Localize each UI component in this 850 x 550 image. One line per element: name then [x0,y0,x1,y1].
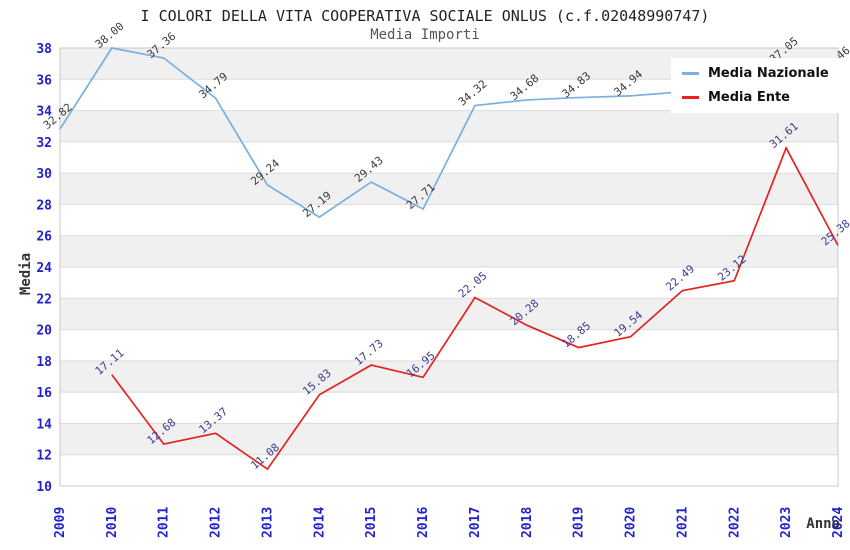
x-tick-label: 2019 [572,507,587,538]
grid-band [60,360,838,393]
band-layer [60,48,838,455]
y-tick-label: 32 [36,136,52,151]
y-tick-label: 34 [36,105,52,120]
line-swatch-icon [682,72,699,75]
y-tick-label: 20 [36,324,52,339]
series-line-media-ente [111,145,839,471]
y-tick-label: 30 [36,167,52,182]
y-axis-title: Media [18,253,34,295]
grid-band [60,423,838,455]
chart-title: I COLORI DELLA VITA COOPERATIVA SOCIALE … [140,7,710,25]
x-tick-label: 2012 [209,507,224,538]
y-tick-label: 14 [36,417,52,432]
x-tick-label: 2009 [53,507,68,538]
legend: Media Nazionale Media Ente [671,58,841,113]
y-tick-label: 36 [36,73,52,88]
x-tick-label: 2015 [364,507,379,538]
grid-band [60,298,838,330]
y-tick-label: 28 [36,198,52,213]
legend-item-media-ente: Media Ente [682,90,829,105]
x-tick-label: 2023 [779,507,794,538]
x-tick-label: 2017 [468,507,483,538]
x-tick-label: 2016 [416,507,431,538]
x-tick-label: 2018 [520,507,535,538]
legend-label: Media Ente [708,90,790,105]
chart-subtitle: Media Importi [370,27,480,43]
x-tick-label: 2020 [624,507,639,538]
x-tick-label: 2021 [675,507,690,538]
x-tick-label: 2022 [727,507,742,538]
legend-label: Media Nazionale [708,66,829,81]
x-tick-label: 2013 [260,507,275,538]
gridline-layer [59,47,839,487]
legend-item-media-nazionale: Media Nazionale [682,66,829,81]
x-tick-label: 2011 [157,507,172,538]
grid-band [60,110,838,142]
line-swatch-icon [682,96,699,99]
grid-band [60,173,838,205]
y-tick-label: 22 [36,292,52,307]
y-tick-label: 26 [36,230,52,245]
x-tick-label: 2010 [105,507,120,538]
x-axis-title: Anno [806,516,840,532]
y-tick-label: 38 [36,42,52,57]
x-tick-label: 2024 [831,507,846,538]
y-tick-label: 16 [36,386,52,401]
x-tick-label: 2014 [312,507,327,538]
data-label: 22.05 [456,269,490,300]
y-tick-label: 10 [36,480,52,495]
y-tick-label: 18 [36,355,52,370]
plot-border [59,47,839,487]
y-tick-label: 24 [36,261,52,276]
grid-band [60,235,838,267]
y-tick-label: 12 [36,449,52,464]
